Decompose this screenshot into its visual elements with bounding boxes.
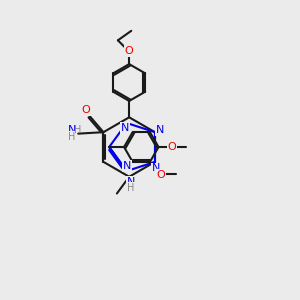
Text: N: N [152, 164, 160, 173]
Text: N: N [156, 125, 164, 135]
Text: O: O [167, 142, 176, 152]
Text: H: H [74, 125, 81, 135]
Text: O: O [125, 46, 134, 56]
Text: O: O [156, 170, 165, 180]
Text: N: N [121, 123, 129, 133]
Text: H: H [127, 183, 134, 193]
Text: O: O [81, 105, 90, 115]
Text: N: N [127, 176, 135, 187]
Text: N: N [122, 161, 131, 171]
Text: H: H [68, 132, 75, 142]
Text: N: N [68, 125, 76, 135]
